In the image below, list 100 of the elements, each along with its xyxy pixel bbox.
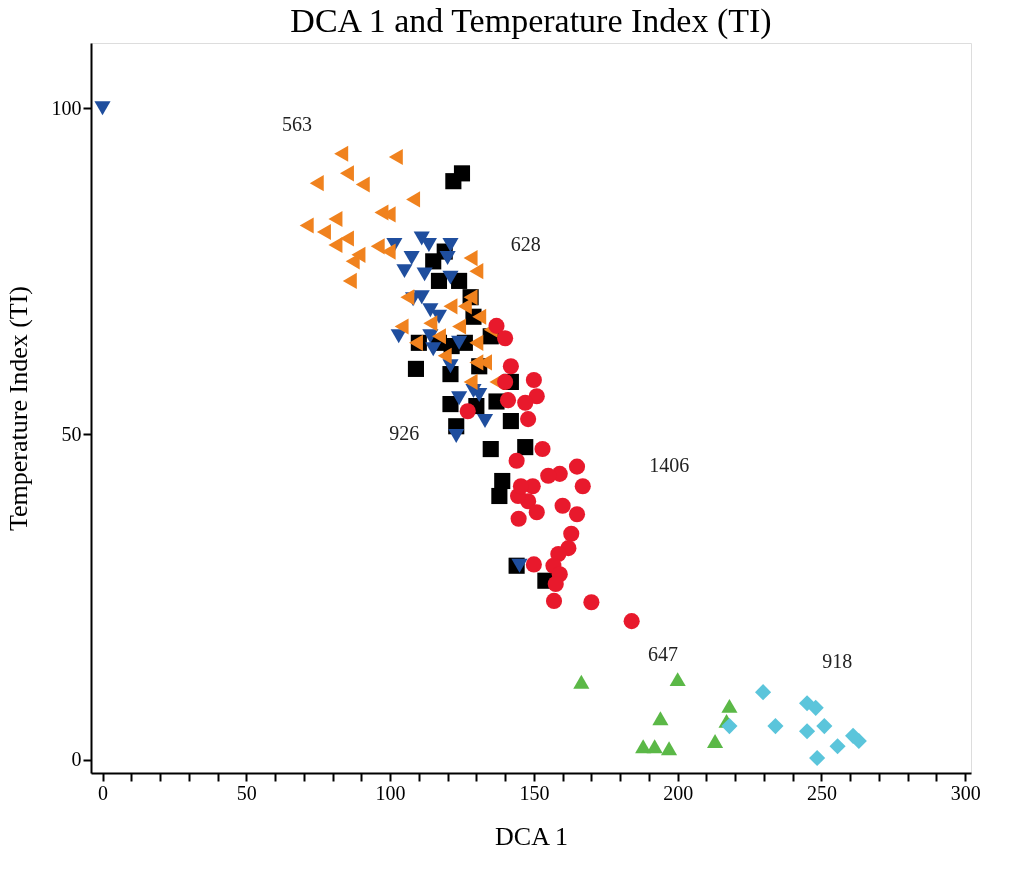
point (554, 497, 571, 514)
point (342, 272, 357, 289)
point (755, 684, 772, 701)
point (422, 303, 439, 318)
point (482, 441, 499, 458)
point (443, 298, 458, 315)
point (534, 441, 551, 458)
point (430, 272, 448, 289)
point (799, 723, 816, 740)
point (448, 429, 465, 444)
point (497, 373, 514, 390)
point (334, 145, 349, 162)
point (339, 230, 354, 247)
point (646, 739, 663, 754)
point (469, 263, 484, 280)
point (442, 270, 459, 285)
point (568, 506, 586, 523)
point (316, 223, 331, 241)
point (547, 575, 564, 593)
point (406, 191, 421, 208)
point (508, 452, 525, 469)
point (423, 315, 438, 332)
point (463, 373, 478, 390)
point (517, 394, 534, 411)
point (809, 749, 826, 767)
point (583, 594, 600, 611)
point (407, 360, 425, 377)
point (652, 711, 669, 726)
point (497, 330, 514, 347)
point (706, 734, 724, 749)
point (491, 487, 508, 505)
point (829, 738, 846, 755)
point (807, 699, 824, 716)
point (309, 175, 324, 192)
x-tick-label: 300 (950, 781, 981, 804)
x-tick-label: 0 (98, 781, 108, 804)
x-tick-label: 250 (806, 781, 837, 804)
point (512, 478, 529, 495)
point (442, 238, 459, 253)
point (388, 149, 403, 166)
y-tick-label: 0 (71, 748, 82, 771)
point (528, 504, 545, 521)
point (721, 698, 738, 713)
point (328, 236, 343, 254)
point (540, 467, 557, 484)
point (520, 411, 537, 428)
point (573, 674, 590, 689)
point (574, 478, 591, 495)
point (767, 718, 784, 735)
point (453, 165, 471, 182)
point (396, 264, 413, 279)
point (299, 217, 314, 234)
point (545, 592, 563, 609)
annotation: 563 (281, 112, 312, 135)
point (459, 403, 476, 420)
point (370, 238, 385, 255)
point (457, 298, 472, 315)
point (472, 308, 487, 325)
point (563, 525, 580, 542)
point (425, 342, 442, 357)
point (816, 718, 833, 735)
point (451, 335, 468, 350)
point (452, 318, 467, 335)
point (416, 267, 433, 282)
point (499, 392, 517, 409)
point (525, 556, 542, 573)
point (400, 289, 415, 306)
chart-title: DCA 1 and Temperature Index (TI) (290, 2, 772, 40)
point (528, 388, 545, 405)
x-axis-title: DCA 1 (495, 821, 568, 851)
point (845, 727, 862, 744)
point (476, 414, 494, 429)
point (355, 176, 370, 193)
point (403, 251, 420, 266)
annotation: 628 (510, 233, 541, 256)
point (422, 329, 439, 344)
y-tick-label: 50 (61, 422, 82, 445)
point (660, 741, 678, 756)
point (408, 334, 423, 351)
point (502, 412, 519, 430)
point (488, 317, 505, 334)
annotation: 1406 (649, 454, 690, 477)
point (339, 165, 354, 182)
point (721, 718, 738, 735)
point (439, 251, 456, 266)
point (463, 250, 478, 267)
y-axis-title: Temperature Index (TI) (3, 285, 33, 532)
point (510, 510, 527, 527)
point (94, 101, 111, 116)
x-tick-label: 50 (236, 781, 257, 804)
point (568, 458, 586, 475)
point (431, 328, 446, 345)
point (442, 396, 459, 413)
point (494, 472, 511, 490)
point (669, 672, 686, 687)
point (328, 210, 343, 228)
point (517, 439, 534, 456)
point (394, 318, 409, 335)
annotation: 926 (389, 422, 420, 445)
annotation: 647 (648, 643, 678, 666)
